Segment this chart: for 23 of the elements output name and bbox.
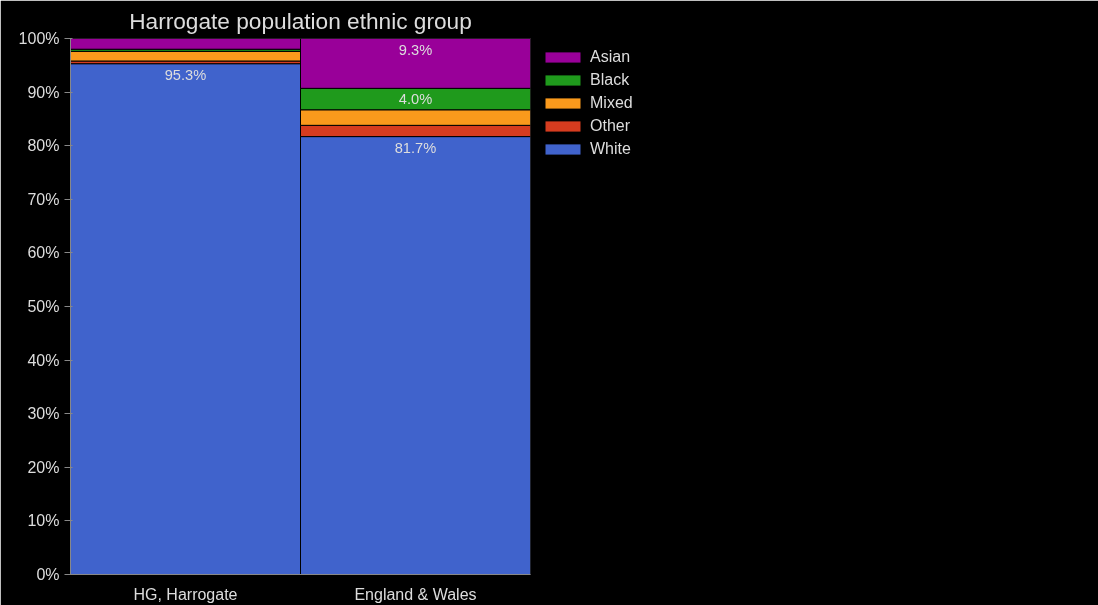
y-tick-label: 80% — [27, 137, 60, 155]
y-tick-label: 0% — [36, 566, 60, 583]
data-label: 95.3% — [164, 66, 207, 83]
y-tick-label: 90% — [27, 83, 60, 101]
x-tick-label: HG, Harrogate — [133, 585, 238, 603]
x-tick-label: England & Wales — [354, 585, 477, 603]
y-tick-label: 10% — [27, 512, 60, 530]
legend-label: White — [590, 140, 631, 158]
data-label: 9.3% — [398, 41, 433, 58]
chart-title: Harrogate population ethnic group — [129, 7, 472, 34]
y-tick-label: 60% — [27, 244, 60, 262]
y-tick-label: 20% — [27, 458, 60, 476]
data-label: 81.7% — [394, 139, 437, 156]
y-tick-label: 100% — [18, 30, 60, 47]
legend-label: Black — [590, 71, 630, 89]
y-tick-label: 40% — [27, 351, 60, 369]
y-tick-label: 70% — [27, 190, 60, 208]
legend-label: Mixed — [590, 94, 633, 112]
data-label: 4.0% — [398, 91, 433, 108]
y-tick-label: 50% — [27, 298, 60, 315]
legend-label: Asian — [590, 48, 631, 66]
legend-label: Other — [590, 117, 631, 135]
y-tick-label: 30% — [27, 405, 60, 423]
